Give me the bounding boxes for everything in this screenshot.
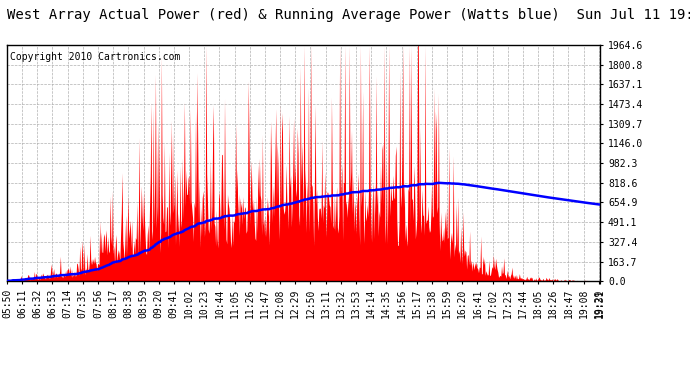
Text: Copyright 2010 Cartronics.com: Copyright 2010 Cartronics.com — [10, 52, 180, 62]
Text: West Array Actual Power (red) & Running Average Power (Watts blue)  Sun Jul 11 1: West Array Actual Power (red) & Running … — [7, 8, 690, 21]
